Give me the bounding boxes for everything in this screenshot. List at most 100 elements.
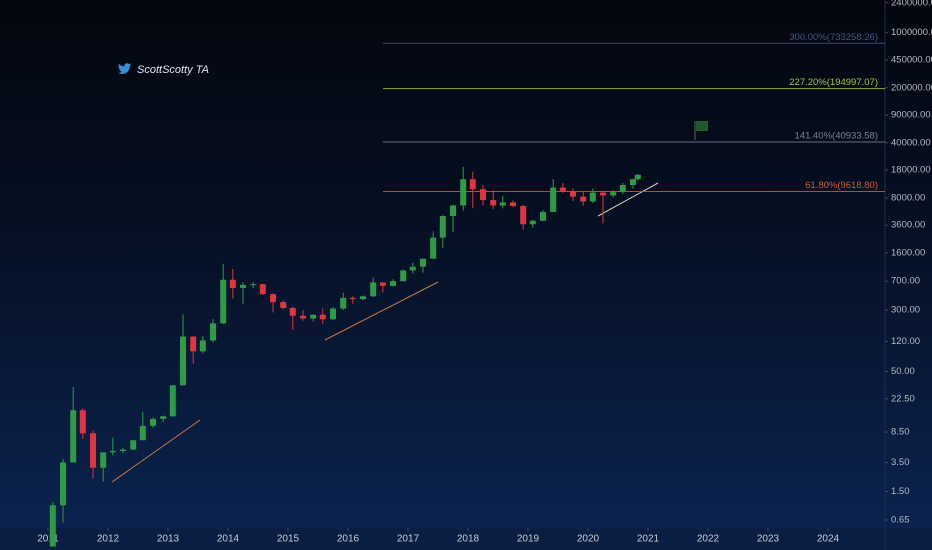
trend-line — [597, 182, 659, 217]
x-tick-label: 2022 — [697, 534, 720, 545]
candle-body — [349, 297, 356, 300]
x-tick-label: 2015 — [277, 534, 300, 545]
x-tick-label: 2020 — [577, 534, 600, 545]
candle-body — [439, 216, 446, 238]
candle-body — [240, 284, 246, 288]
y-tick-label: 2400000.00 — [891, 0, 932, 8]
candle-body — [120, 449, 126, 451]
flag-icon — [694, 121, 708, 140]
candle-body — [300, 315, 306, 319]
candle-body — [634, 174, 641, 180]
x-tick-label: 2019 — [517, 534, 540, 545]
candle-body — [529, 220, 536, 225]
trend-line — [111, 419, 201, 483]
y-tick-label: 450000.00 — [891, 55, 932, 66]
y-tick-label: 18000.00 — [891, 165, 931, 176]
candle-body — [210, 323, 216, 341]
candle-body — [190, 336, 197, 352]
candle-body — [379, 282, 386, 286]
x-axis-strip — [0, 528, 932, 550]
candle-body — [90, 433, 96, 468]
candle-body — [499, 202, 506, 206]
candle-body — [550, 187, 557, 212]
candle-body — [70, 410, 77, 463]
author-label: ScottScotty TA — [137, 64, 209, 76]
x-tick-label: 2016 — [337, 534, 360, 545]
candle-body — [340, 297, 347, 309]
candle-body — [160, 416, 167, 419]
candle-body — [580, 196, 587, 202]
y-tick-label: 22.50 — [891, 393, 915, 404]
candle-body — [150, 418, 156, 426]
candle-body — [180, 336, 186, 386]
candle-body — [319, 314, 326, 320]
y-tick-label: 300.00 — [891, 305, 920, 316]
candle-body — [559, 187, 566, 192]
y-tick-label: 90000.00 — [891, 110, 931, 121]
candle-body — [250, 284, 257, 286]
candle-body — [460, 179, 467, 206]
candle-body — [139, 425, 146, 441]
x-tick-label: 2023 — [757, 534, 780, 545]
candle-body — [270, 294, 276, 303]
y-tick-label: 50.00 — [891, 366, 915, 377]
y-tick-label: 0.65 — [891, 515, 910, 526]
y-tick-label: 700.00 — [891, 276, 920, 287]
x-tick-label: 2021 — [637, 534, 660, 545]
candle-body — [540, 211, 546, 221]
x-tick-label: 2012 — [97, 534, 120, 545]
trend-line — [324, 281, 439, 341]
candle-body — [229, 279, 236, 288]
y-tick-label: 3.50 — [891, 457, 910, 468]
candle-body — [109, 450, 116, 453]
y-tick-label: 1600.00 — [891, 247, 925, 258]
candle-body — [390, 281, 396, 286]
candle-body — [430, 237, 437, 259]
y-tick-label: 200000.00 — [891, 82, 932, 93]
candle-body — [330, 308, 336, 320]
y-tick-label: 1000000.00 — [891, 27, 932, 38]
y-tick-label: 120.00 — [891, 336, 920, 347]
candle-body — [409, 266, 416, 271]
candle-body — [570, 191, 576, 197]
candle-body — [510, 202, 516, 207]
candle-body — [450, 205, 456, 217]
candle-body — [400, 270, 407, 282]
candle-body — [589, 192, 596, 202]
y-tick-label: 1.50 — [891, 486, 910, 497]
candle-body — [480, 189, 486, 201]
candle-body — [520, 206, 527, 225]
y-tick-label: 3600.00 — [891, 220, 925, 231]
candle-body — [79, 410, 86, 434]
candle-body — [619, 185, 626, 193]
candle-body — [259, 284, 266, 295]
level-label: 227.20%(194997.07) — [789, 77, 878, 88]
candle-body — [49, 505, 56, 547]
level-label: 61.80%(9618.80) — [805, 180, 878, 191]
candle-body — [220, 279, 227, 324]
twitter-icon — [118, 63, 132, 74]
x-tick-label: 2017 — [397, 534, 420, 545]
level-label: 300.00%(733258.26) — [789, 32, 878, 43]
y-tick-label: 8.50 — [891, 427, 910, 438]
candle-body — [490, 200, 497, 206]
candle-body — [469, 179, 476, 190]
candle-body — [169, 385, 176, 417]
candle-body — [310, 314, 317, 319]
candle-body — [360, 296, 366, 300]
x-tick-label: 2013 — [157, 534, 180, 545]
candle-body — [100, 452, 107, 468]
y-tick-label: 8000.00 — [891, 192, 925, 203]
x-tick-label: 2024 — [817, 534, 840, 545]
candle-body — [199, 340, 206, 352]
y-tick-label: 40000.00 — [891, 137, 931, 148]
candle-body — [289, 307, 296, 316]
candle-body — [630, 179, 636, 186]
level-label: 141.40%(40933.58) — [795, 131, 878, 142]
x-tick-label: 2011 — [37, 534, 59, 545]
candle-body — [600, 192, 606, 196]
candle-body — [420, 258, 426, 267]
